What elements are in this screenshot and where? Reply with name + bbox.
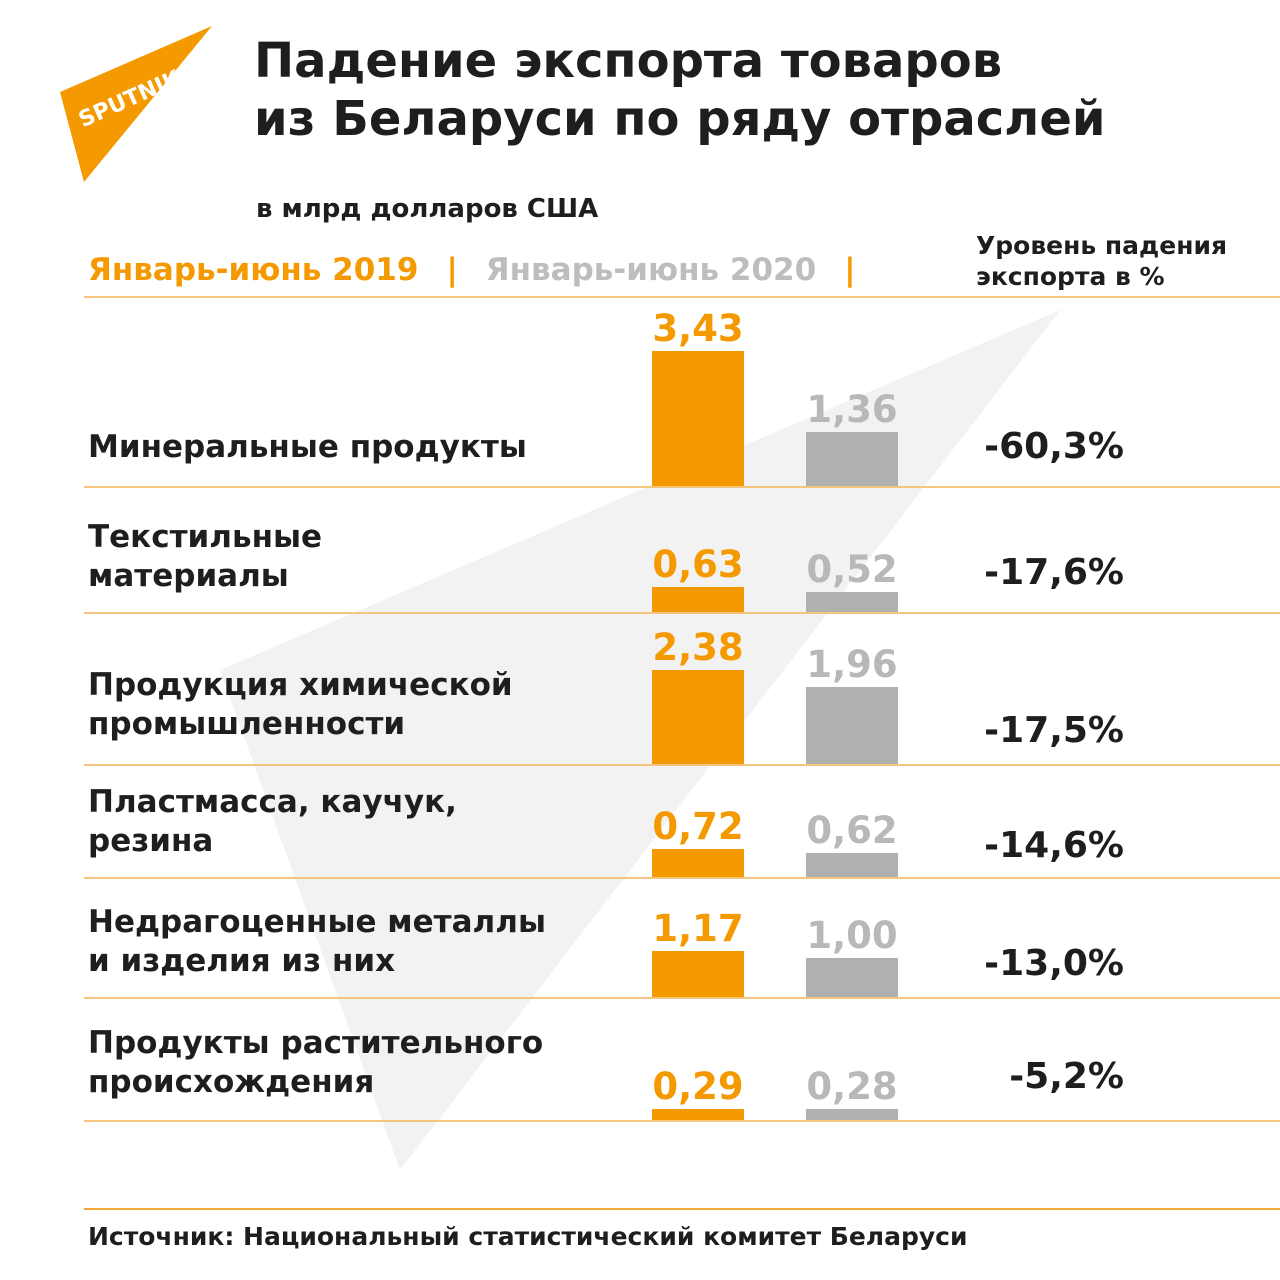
- bar-2019: [652, 670, 744, 764]
- value-label-2019: 2,38: [652, 626, 744, 670]
- sputnik-logo: SPUTNIK: [60, 26, 212, 182]
- drop-header: Уровень падения экспорта в %: [976, 230, 1266, 292]
- drop-percent: -17,6%: [984, 552, 1124, 593]
- drop-percent: -5,2%: [1009, 1056, 1124, 1097]
- row-divider: [84, 486, 1280, 488]
- category-label: Продукты растительного происхождения: [88, 1024, 543, 1102]
- drop-percent: -14,6%: [984, 825, 1124, 866]
- category-label-line: Текстильные: [88, 519, 323, 555]
- category-label-line: резина: [88, 823, 214, 859]
- category-label-line: Минеральные продукты: [88, 429, 527, 465]
- row-divider: [84, 877, 1280, 879]
- category-label: Недрагоценные металлы и изделия из них: [88, 903, 546, 981]
- value-label-2020: 1,36: [806, 388, 898, 432]
- value-label-2019: 3,43: [652, 306, 744, 350]
- value-label-2020: 1,96: [806, 642, 898, 686]
- value-label-2020: 0,62: [806, 808, 898, 852]
- bar-2020: [806, 432, 898, 486]
- drop-percent: -60,3%: [984, 426, 1124, 467]
- page-title: Падение экспорта товаров из Беларуси по …: [254, 32, 1254, 148]
- title-line-2: из Беларуси по ряду отраслей: [254, 91, 1106, 147]
- legend-separator-end: |: [844, 252, 856, 288]
- bottom-divider: [84, 1208, 1280, 1210]
- category-label-line: Пластмасса, каучук,: [88, 784, 457, 820]
- value-label-2020: 1,00: [806, 913, 898, 957]
- legend-2020: Январь-июнь 2020: [485, 252, 817, 288]
- row-divider: [84, 997, 1280, 999]
- legend-separator: |: [446, 252, 458, 288]
- category-label-line: Продукты растительного: [88, 1025, 544, 1061]
- legend-2019: Январь-июнь 2019: [88, 252, 419, 288]
- drop-header-line-1: Уровень падения: [976, 231, 1228, 260]
- category-label: Текстильные материалы: [88, 518, 322, 596]
- category-label-line: Недрагоценные металлы: [88, 904, 546, 940]
- row-divider: [84, 764, 1280, 766]
- category-label-line: и изделия из них: [88, 943, 396, 979]
- legend: Январь-июнь 2019 | Январь-июнь 2020 |: [88, 248, 884, 292]
- row-divider: [84, 612, 1280, 614]
- bar-2019: [652, 848, 744, 877]
- value-label-2020: 0,52: [806, 547, 898, 591]
- bar-2019: [652, 587, 744, 612]
- drop-percent: -13,0%: [984, 943, 1124, 984]
- bar-2019: [652, 1108, 744, 1120]
- value-label-2019: 0,63: [652, 543, 744, 587]
- source-note: Источник: Национальный статистический ко…: [88, 1222, 968, 1251]
- drop-header-line-2: экспорта в %: [976, 262, 1165, 291]
- category-label-line: происхождения: [88, 1064, 375, 1100]
- value-label-2019: 1,17: [652, 906, 744, 950]
- unit-label: в млрд долларов США: [256, 194, 599, 224]
- bar-2019: [652, 950, 744, 997]
- drop-percent: -17,5%: [984, 710, 1124, 751]
- value-label-2020: 0,28: [806, 1064, 898, 1108]
- value-label-2019: 0,29: [652, 1064, 744, 1108]
- bar-2020: [806, 1108, 898, 1120]
- bar-2020: [806, 852, 898, 877]
- bar-2020: [806, 686, 898, 764]
- category-label-line: промышленности: [88, 706, 406, 742]
- bar-2019: [652, 350, 744, 486]
- row-divider: [84, 1120, 1280, 1122]
- top-divider: [84, 296, 1280, 298]
- value-label-2019: 0,72: [652, 804, 744, 848]
- category-label-line: Продукция химической: [88, 667, 513, 703]
- title-line-1: Падение экспорта товаров: [254, 33, 1003, 89]
- category-label: Пластмасса, каучук, резина: [88, 783, 457, 861]
- category-label: Минеральные продукты: [88, 428, 527, 467]
- bar-2020: [806, 957, 898, 997]
- category-label: Продукция химической промышленности: [88, 666, 513, 744]
- category-label-line: материалы: [88, 558, 289, 594]
- bar-2020: [806, 591, 898, 612]
- watermark-logo: [220, 310, 1060, 1170]
